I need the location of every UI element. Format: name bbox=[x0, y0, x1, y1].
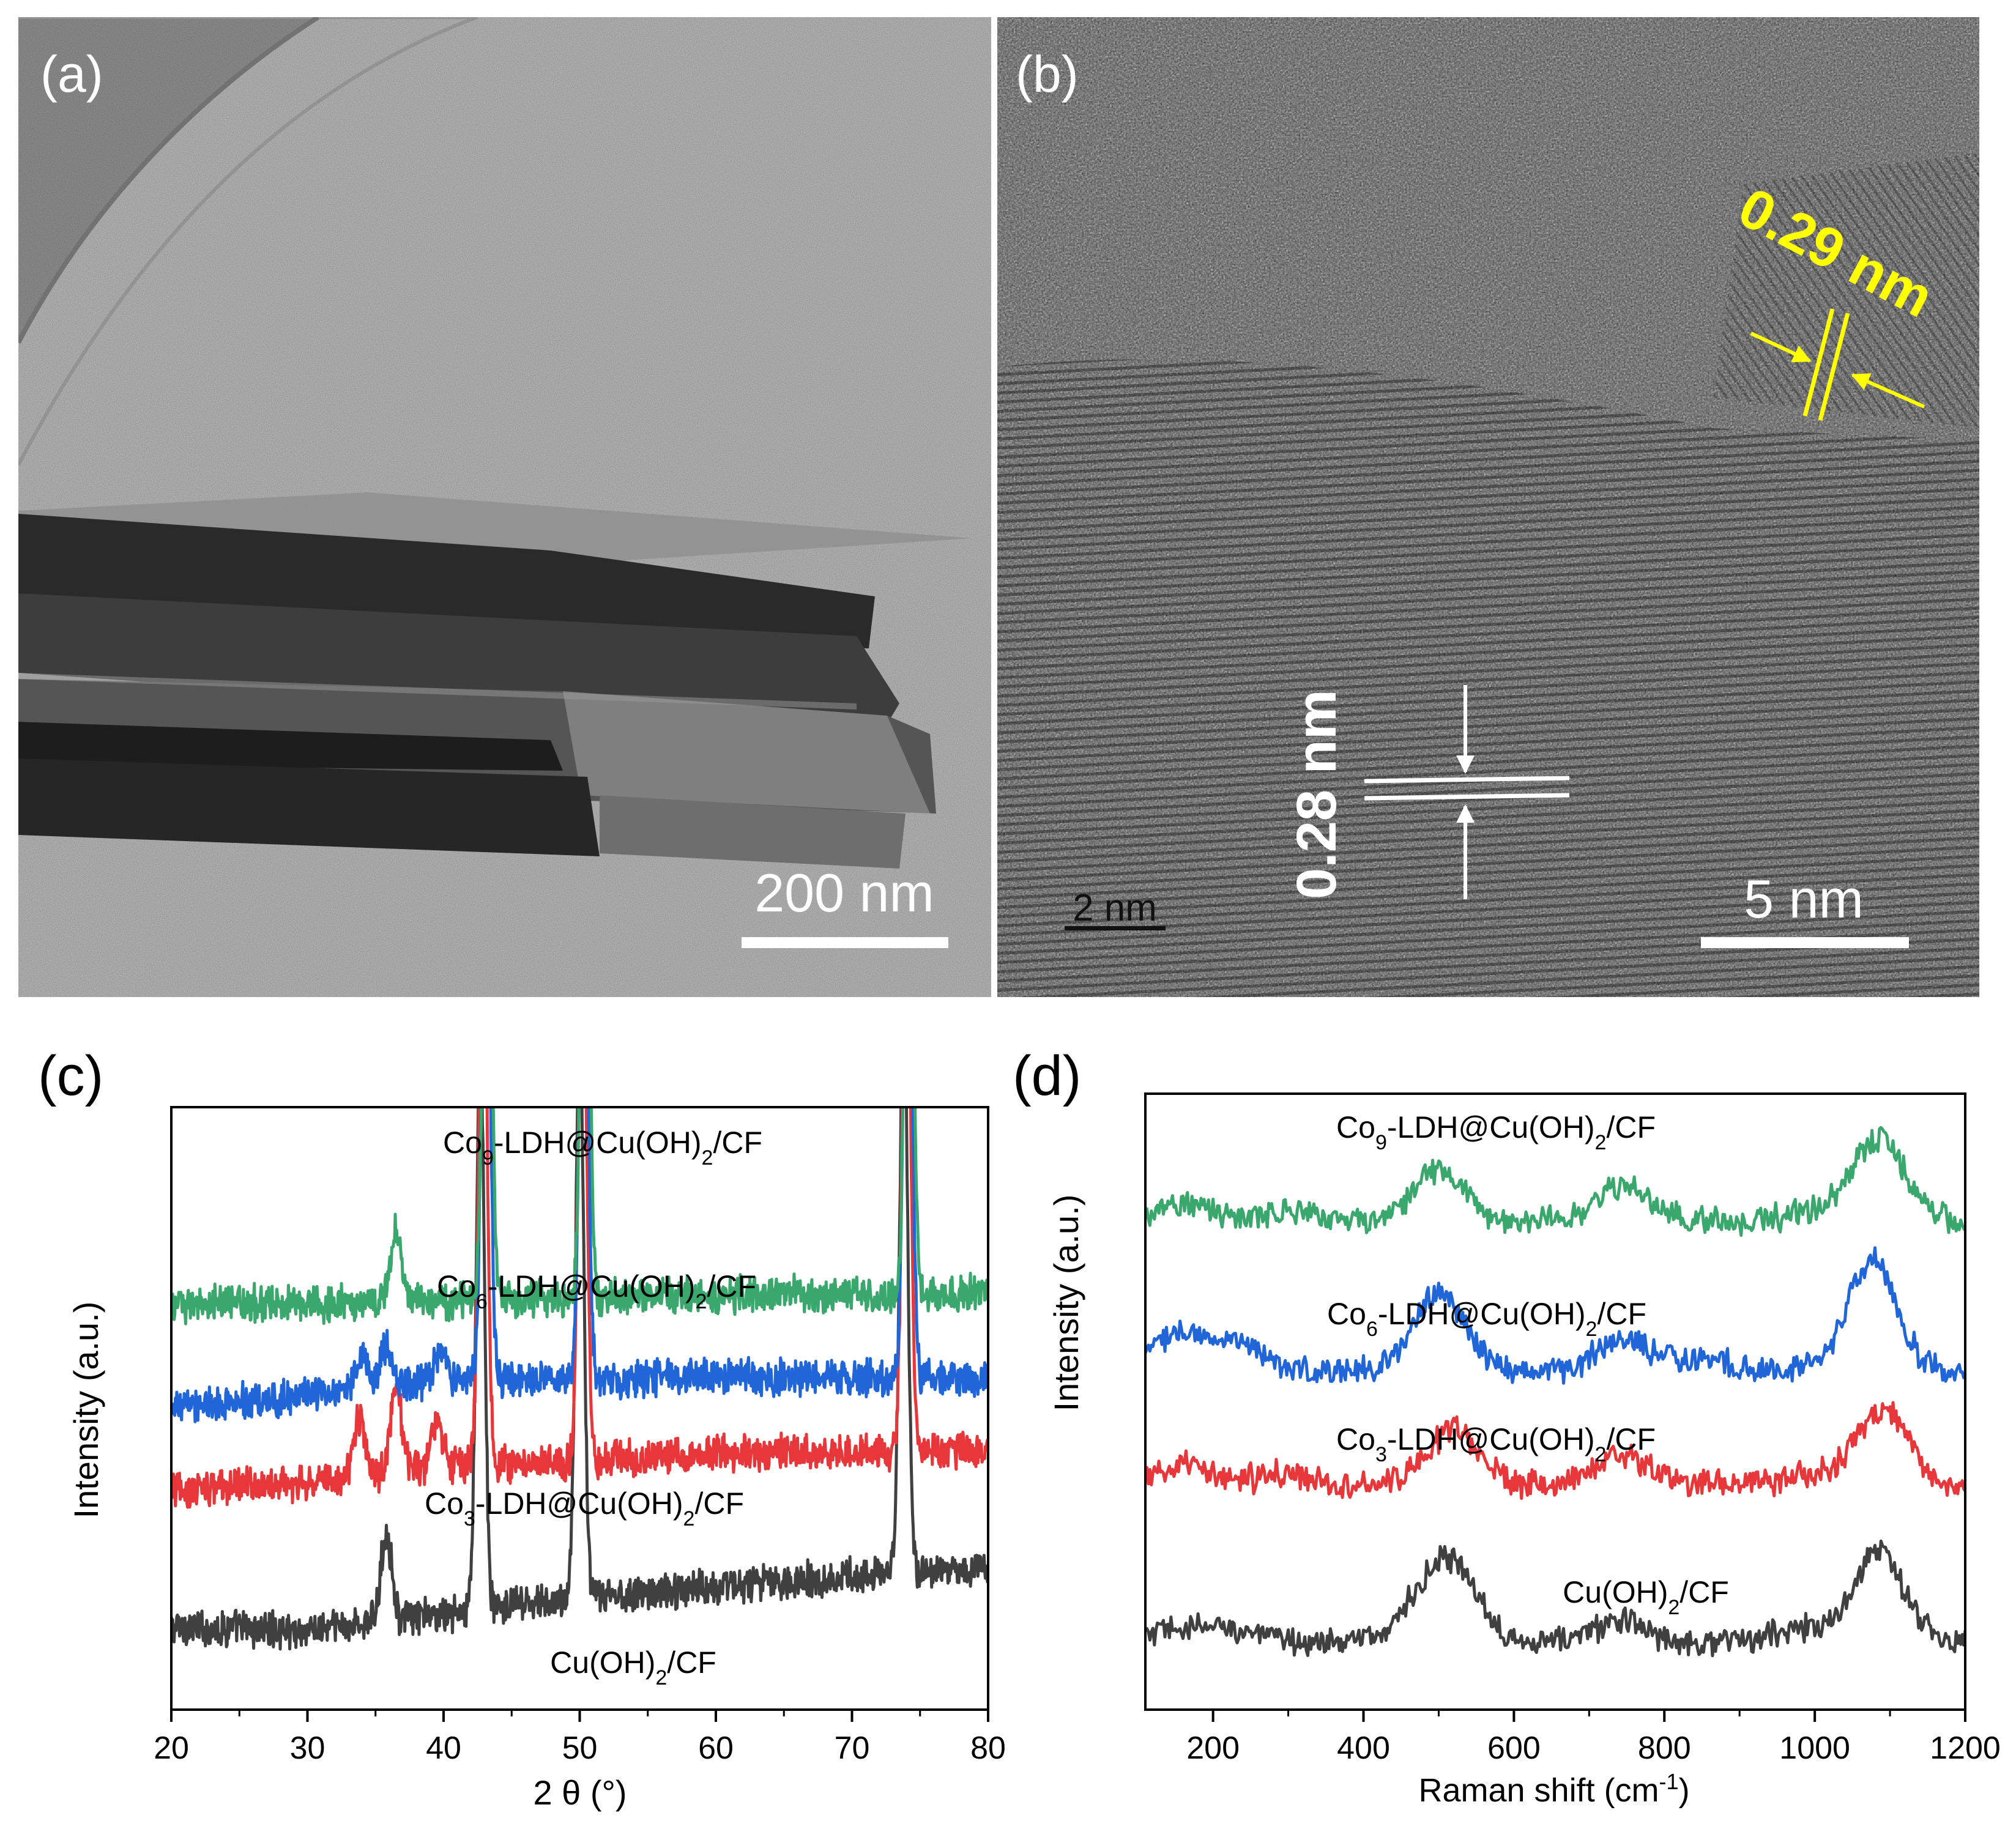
xrd-series-label-2: Co6-LDH@Cu(OH)2/CF bbox=[437, 1269, 756, 1313]
xrd-x-tick-label-3: 50 bbox=[562, 1730, 598, 1766]
xrd-x-tick-label-0: 20 bbox=[154, 1730, 189, 1766]
inset-scale-bar-label-b: 2 nm bbox=[1073, 887, 1157, 929]
xrd-x-tick-label-4: 60 bbox=[698, 1730, 734, 1766]
raman-series-label-1: Co3-LDH@Cu(OH)2/CF bbox=[1336, 1422, 1656, 1466]
xrd-series-label-3: Co9-LDH@Cu(OH)2/CF bbox=[443, 1126, 762, 1170]
xrd-x-tick-label-1: 30 bbox=[290, 1730, 325, 1766]
raman-series-label-0: Cu(OH)2/CF bbox=[1563, 1575, 1729, 1619]
raman-x-tick-label-5: 1200 bbox=[1930, 1730, 2001, 1766]
raman-series-label-2: Co6-LDH@Cu(OH)2/CF bbox=[1327, 1297, 1646, 1341]
xrd-x-tick-label-5: 70 bbox=[835, 1730, 870, 1766]
nanorod-bundle bbox=[18, 492, 973, 869]
xrd-x-axis: 20 30 40 50 60 70 80 bbox=[154, 1710, 1006, 1766]
panel-b-hrtem-image bbox=[997, 17, 1979, 997]
panel-a-tem-image bbox=[18, 17, 991, 997]
raman-traces bbox=[1145, 1126, 1965, 1658]
panel-label-d: (d) bbox=[1013, 1045, 1081, 1107]
xrd-series-1 bbox=[171, 1107, 988, 1509]
panel-d-raman-chart: (d) Cu(OH)2/CF Co3-LDH@Cu(OH)2/CF Co6-LDH@… bbox=[1013, 1045, 2001, 1809]
raman-x-axis: 200 400 600 800 1000 1200 bbox=[1186, 1710, 2001, 1766]
raman-series-2 bbox=[1145, 1246, 1965, 1385]
lattice-spacing-white: 0.28 nm bbox=[1285, 689, 1348, 899]
panel-label-b: (b) bbox=[1016, 45, 1079, 103]
xrd-traces bbox=[171, 1107, 988, 1651]
xrd-series-label-1: Co3-LDH@Cu(OH)2/CF bbox=[425, 1486, 744, 1530]
panel-c-xrd-chart: (c) Cu(OH)2/CF Co3-LDH@Cu(OH)2/CF Co6-LDH@… bbox=[38, 1045, 1006, 1812]
raman-labels: Cu(OH)2/CF Co3-LDH@Cu(OH)2/CF Co6-LDH@Cu(O… bbox=[1327, 1110, 1729, 1619]
raman-x-tick-label-1: 400 bbox=[1337, 1730, 1390, 1766]
raman-x-tick-label-3: 800 bbox=[1638, 1730, 1691, 1766]
xrd-x-tick-label-2: 40 bbox=[426, 1730, 461, 1766]
scale-bar-b bbox=[1701, 937, 1909, 948]
raman-x-tick-label-0: 200 bbox=[1186, 1730, 1240, 1766]
raman-y-axis-title: Intensity (a.u.) bbox=[1047, 1195, 1085, 1412]
xrd-series-0 bbox=[171, 1107, 988, 1651]
panel-label-c: (c) bbox=[38, 1045, 103, 1107]
xrd-labels: Cu(OH)2/CF Co3-LDH@Cu(OH)2/CF Co6-LDH@Cu(O… bbox=[425, 1126, 762, 1689]
xrd-series-label-0: Cu(OH)2/CF bbox=[550, 1645, 716, 1689]
raman-x-axis-title: Raman shift (cm-1) bbox=[1418, 1769, 1689, 1809]
raman-series-3 bbox=[1145, 1126, 1965, 1237]
raman-series-label-3: Co9-LDH@Cu(OH)2/CF bbox=[1336, 1110, 1656, 1154]
xrd-x-tick-label-6: 80 bbox=[970, 1730, 1006, 1766]
inset-scale-bar-b bbox=[1065, 926, 1166, 930]
xrd-series-3 bbox=[171, 1107, 988, 1326]
raman-x-tick-label-2: 600 bbox=[1487, 1730, 1541, 1766]
raman-x-tick-label-4: 1000 bbox=[1779, 1730, 1850, 1766]
xrd-y-axis-title: Intensity (a.u.) bbox=[67, 1302, 105, 1519]
xrd-plot-frame bbox=[170, 1106, 989, 1711]
scale-bar-a bbox=[742, 937, 948, 948]
raman-plot-frame bbox=[1144, 1092, 1966, 1711]
xrd-x-axis-title: 2 θ (°) bbox=[533, 1773, 627, 1812]
raman-series-0 bbox=[1145, 1539, 1965, 1658]
scale-bar-label-b: 5 nm bbox=[1744, 869, 1864, 929]
panel-label-a: (a) bbox=[40, 45, 103, 103]
raman-series-1 bbox=[1145, 1401, 1965, 1500]
scale-bar-label-a: 200 nm bbox=[754, 862, 934, 923]
xrd-series-2 bbox=[171, 1107, 988, 1423]
